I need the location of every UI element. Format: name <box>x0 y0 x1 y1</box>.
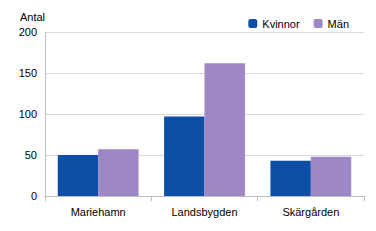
svg-text:0: 0 <box>31 190 37 202</box>
svg-text:Antal: Antal <box>20 11 45 23</box>
svg-text:50: 50 <box>25 149 37 161</box>
svg-text:Kvinnor: Kvinnor <box>262 18 300 30</box>
svg-text:Män: Män <box>328 18 349 30</box>
svg-text:Mariehamn: Mariehamn <box>71 206 126 218</box>
svg-text:200: 200 <box>19 26 37 38</box>
svg-text:150: 150 <box>19 67 37 79</box>
svg-text:100: 100 <box>19 108 37 120</box>
svg-text:Landsbygden: Landsbygden <box>171 206 237 218</box>
svg-text:Skärgården: Skärgården <box>282 206 339 218</box>
